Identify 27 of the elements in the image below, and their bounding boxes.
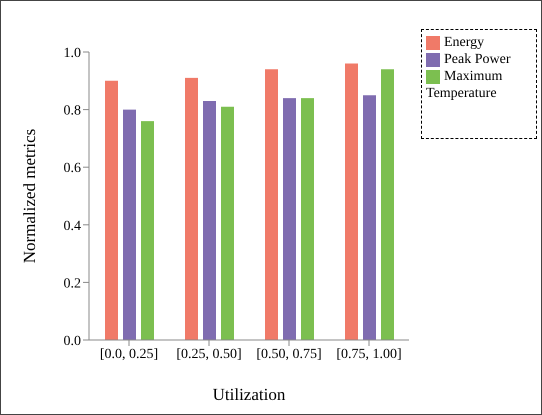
bar <box>185 78 198 340</box>
y-tick-label: 0.6 <box>64 161 81 176</box>
y-tick-label: 0.8 <box>64 104 81 119</box>
y-tick-label: 0.4 <box>64 218 81 234</box>
legend-label: Maximum Temperature <box>426 69 502 101</box>
bar <box>345 64 358 340</box>
bar <box>203 100 216 340</box>
x-tick-label: [0.0, 0.25] <box>100 346 158 362</box>
x-tick-label: [0.50, 0.75] <box>256 346 322 362</box>
x-tick-label: [0.25, 0.50] <box>176 346 242 362</box>
bar <box>105 80 118 340</box>
x-tick-label: [0.75, 1.00] <box>336 346 402 362</box>
bar <box>221 106 234 340</box>
y-axis-title: Normalized metrics <box>20 128 40 264</box>
legend-label: Peak Power <box>444 52 510 67</box>
y-tick-label: 0.0 <box>64 334 81 349</box>
bar <box>301 98 314 340</box>
bar <box>381 69 394 340</box>
legend-label: Energy <box>444 35 484 50</box>
y-tick-label: 0.2 <box>64 276 81 292</box>
bar <box>141 121 154 340</box>
x-axis-title: Utilization <box>212 385 286 404</box>
bar <box>265 69 278 340</box>
bar <box>283 98 296 340</box>
bar <box>363 95 376 340</box>
bar <box>123 110 136 340</box>
y-tick-label: 1.0 <box>64 46 81 61</box>
